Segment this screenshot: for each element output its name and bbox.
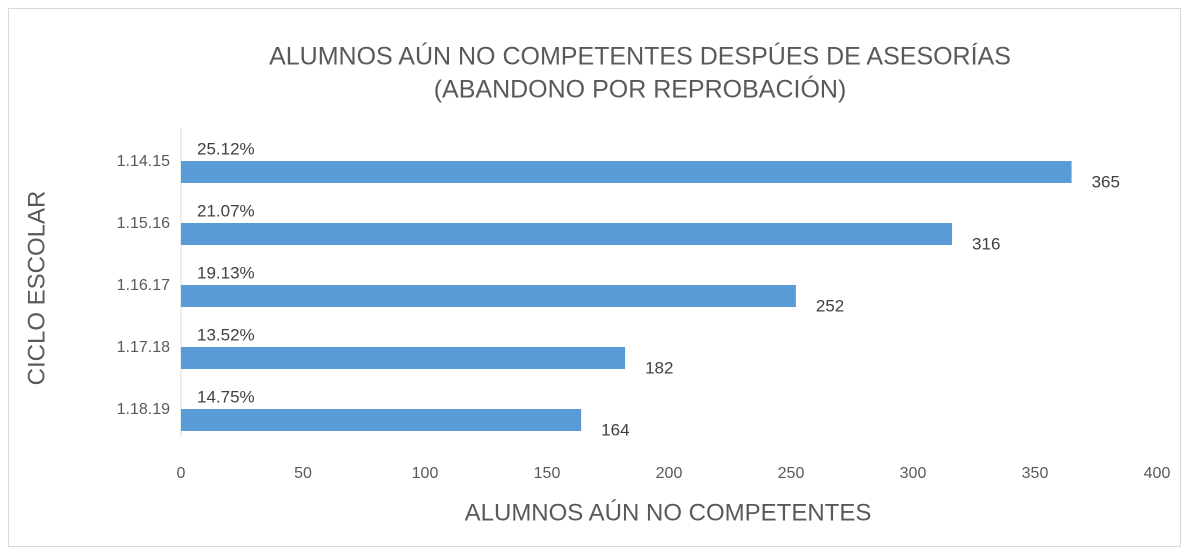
x-tick-label: 100 bbox=[412, 465, 439, 482]
annotation: 25.12% bbox=[197, 139, 255, 158]
annotation: 13.52% bbox=[197, 325, 255, 344]
bar bbox=[181, 409, 582, 431]
x-tick-label: 200 bbox=[656, 465, 683, 482]
x-tick-label: 0 bbox=[177, 465, 186, 482]
data-label: 365 bbox=[1092, 172, 1120, 191]
y-tick-label: 1.15.16 bbox=[117, 215, 170, 232]
y-tick-label: 1.14.15 bbox=[117, 153, 170, 170]
y-tick-label: 1.16.17 bbox=[117, 277, 170, 294]
chart-subtitle: (ABANDONO POR REPROBACIÓN) bbox=[434, 75, 847, 104]
bar bbox=[181, 347, 626, 369]
x-tick-label: 150 bbox=[534, 465, 561, 482]
data-label: 252 bbox=[816, 296, 844, 315]
data-label: 182 bbox=[645, 358, 673, 377]
bar bbox=[181, 285, 796, 307]
y-axis-title: CICLO ESCOLAR bbox=[23, 191, 50, 386]
data-label: 164 bbox=[601, 420, 629, 439]
bar bbox=[181, 223, 953, 245]
annotation: 14.75% bbox=[197, 387, 255, 406]
bar bbox=[181, 161, 1072, 183]
x-tick-label: 400 bbox=[1144, 465, 1171, 482]
y-tick-label: 1.17.18 bbox=[117, 339, 170, 356]
chart-title: ALUMNOS AÚN NO COMPETENTES DESPÚES DE AS… bbox=[269, 42, 1011, 71]
x-tick-label: 250 bbox=[778, 465, 805, 482]
annotation: 19.13% bbox=[197, 263, 255, 282]
chart-border bbox=[8, 8, 1181, 547]
x-tick-label: 350 bbox=[1022, 465, 1049, 482]
annotation: 21.07% bbox=[197, 201, 255, 220]
x-axis-title: ALUMNOS AÚN NO COMPETENTES bbox=[465, 499, 872, 526]
data-label: 316 bbox=[972, 234, 1000, 253]
y-tick-label: 1.18.19 bbox=[117, 401, 170, 418]
x-tick-label: 50 bbox=[294, 465, 312, 482]
x-tick-label: 300 bbox=[900, 465, 927, 482]
